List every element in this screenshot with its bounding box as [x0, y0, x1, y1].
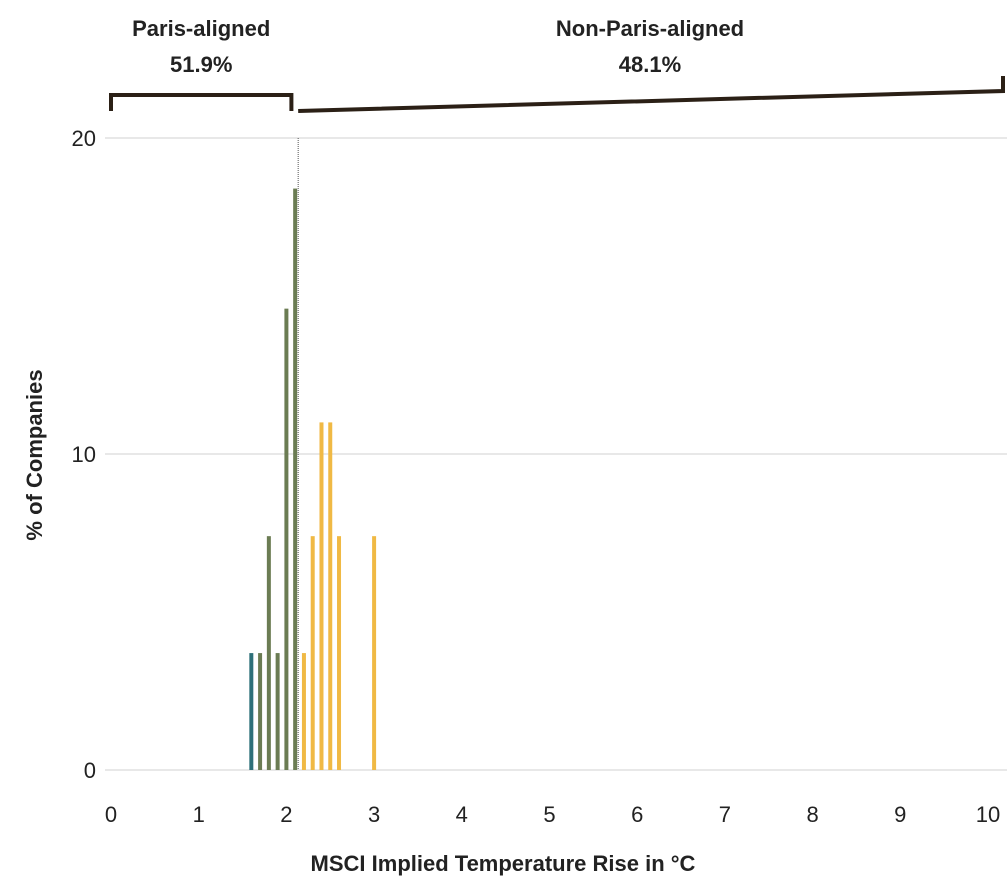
- bar: [372, 536, 377, 770]
- x-tick-label: 6: [631, 802, 643, 827]
- x-tick-label: 10: [976, 802, 1000, 827]
- bars: [249, 188, 377, 770]
- x-tick-label: 9: [894, 802, 906, 827]
- x-tick-label: 3: [368, 802, 380, 827]
- bar: [301, 653, 306, 770]
- x-tick-label: 5: [543, 802, 555, 827]
- bar: [266, 536, 271, 770]
- bar: [275, 653, 280, 770]
- x-tick-label: 0: [105, 802, 117, 827]
- x-tick-label: 1: [193, 802, 205, 827]
- x-axis-title: MSCI Implied Temperature Rise in °C: [311, 851, 696, 876]
- x-axis-ticks: 0 1 2 3 4 5 6 7 8 9 10: [105, 802, 1000, 827]
- x-tick-label: 4: [456, 802, 468, 827]
- y-tick-label: 10: [72, 442, 96, 467]
- bar: [258, 653, 263, 770]
- bar: [284, 308, 289, 770]
- y-axis-title: % of Companies: [22, 369, 47, 540]
- x-tick-label: 2: [280, 802, 292, 827]
- bracket-non-paris-aligned: [298, 76, 1005, 113]
- x-tick-label: 7: [719, 802, 731, 827]
- gridlines: [105, 137, 1007, 771]
- bar: [249, 653, 254, 770]
- bracket-value-paris: 51.9%: [170, 52, 232, 77]
- bar: [328, 422, 333, 770]
- y-axis-ticks: 0 10 20: [72, 126, 96, 783]
- y-tick-label: 0: [84, 758, 96, 783]
- brackets: Paris-aligned 51.9% Non-Paris-aligned 48.1%: [109, 16, 1005, 113]
- bracket-paris-aligned: [109, 93, 294, 111]
- bar: [293, 188, 298, 770]
- bar: [310, 536, 315, 770]
- bar: [319, 422, 324, 770]
- bracket-value-non-paris: 48.1%: [619, 52, 681, 77]
- bracket-label-non-paris: Non-Paris-aligned: [556, 16, 744, 41]
- bar: [337, 536, 342, 770]
- y-tick-label: 20: [72, 126, 96, 151]
- bracket-label-paris: Paris-aligned: [132, 16, 270, 41]
- x-tick-label: 8: [806, 802, 818, 827]
